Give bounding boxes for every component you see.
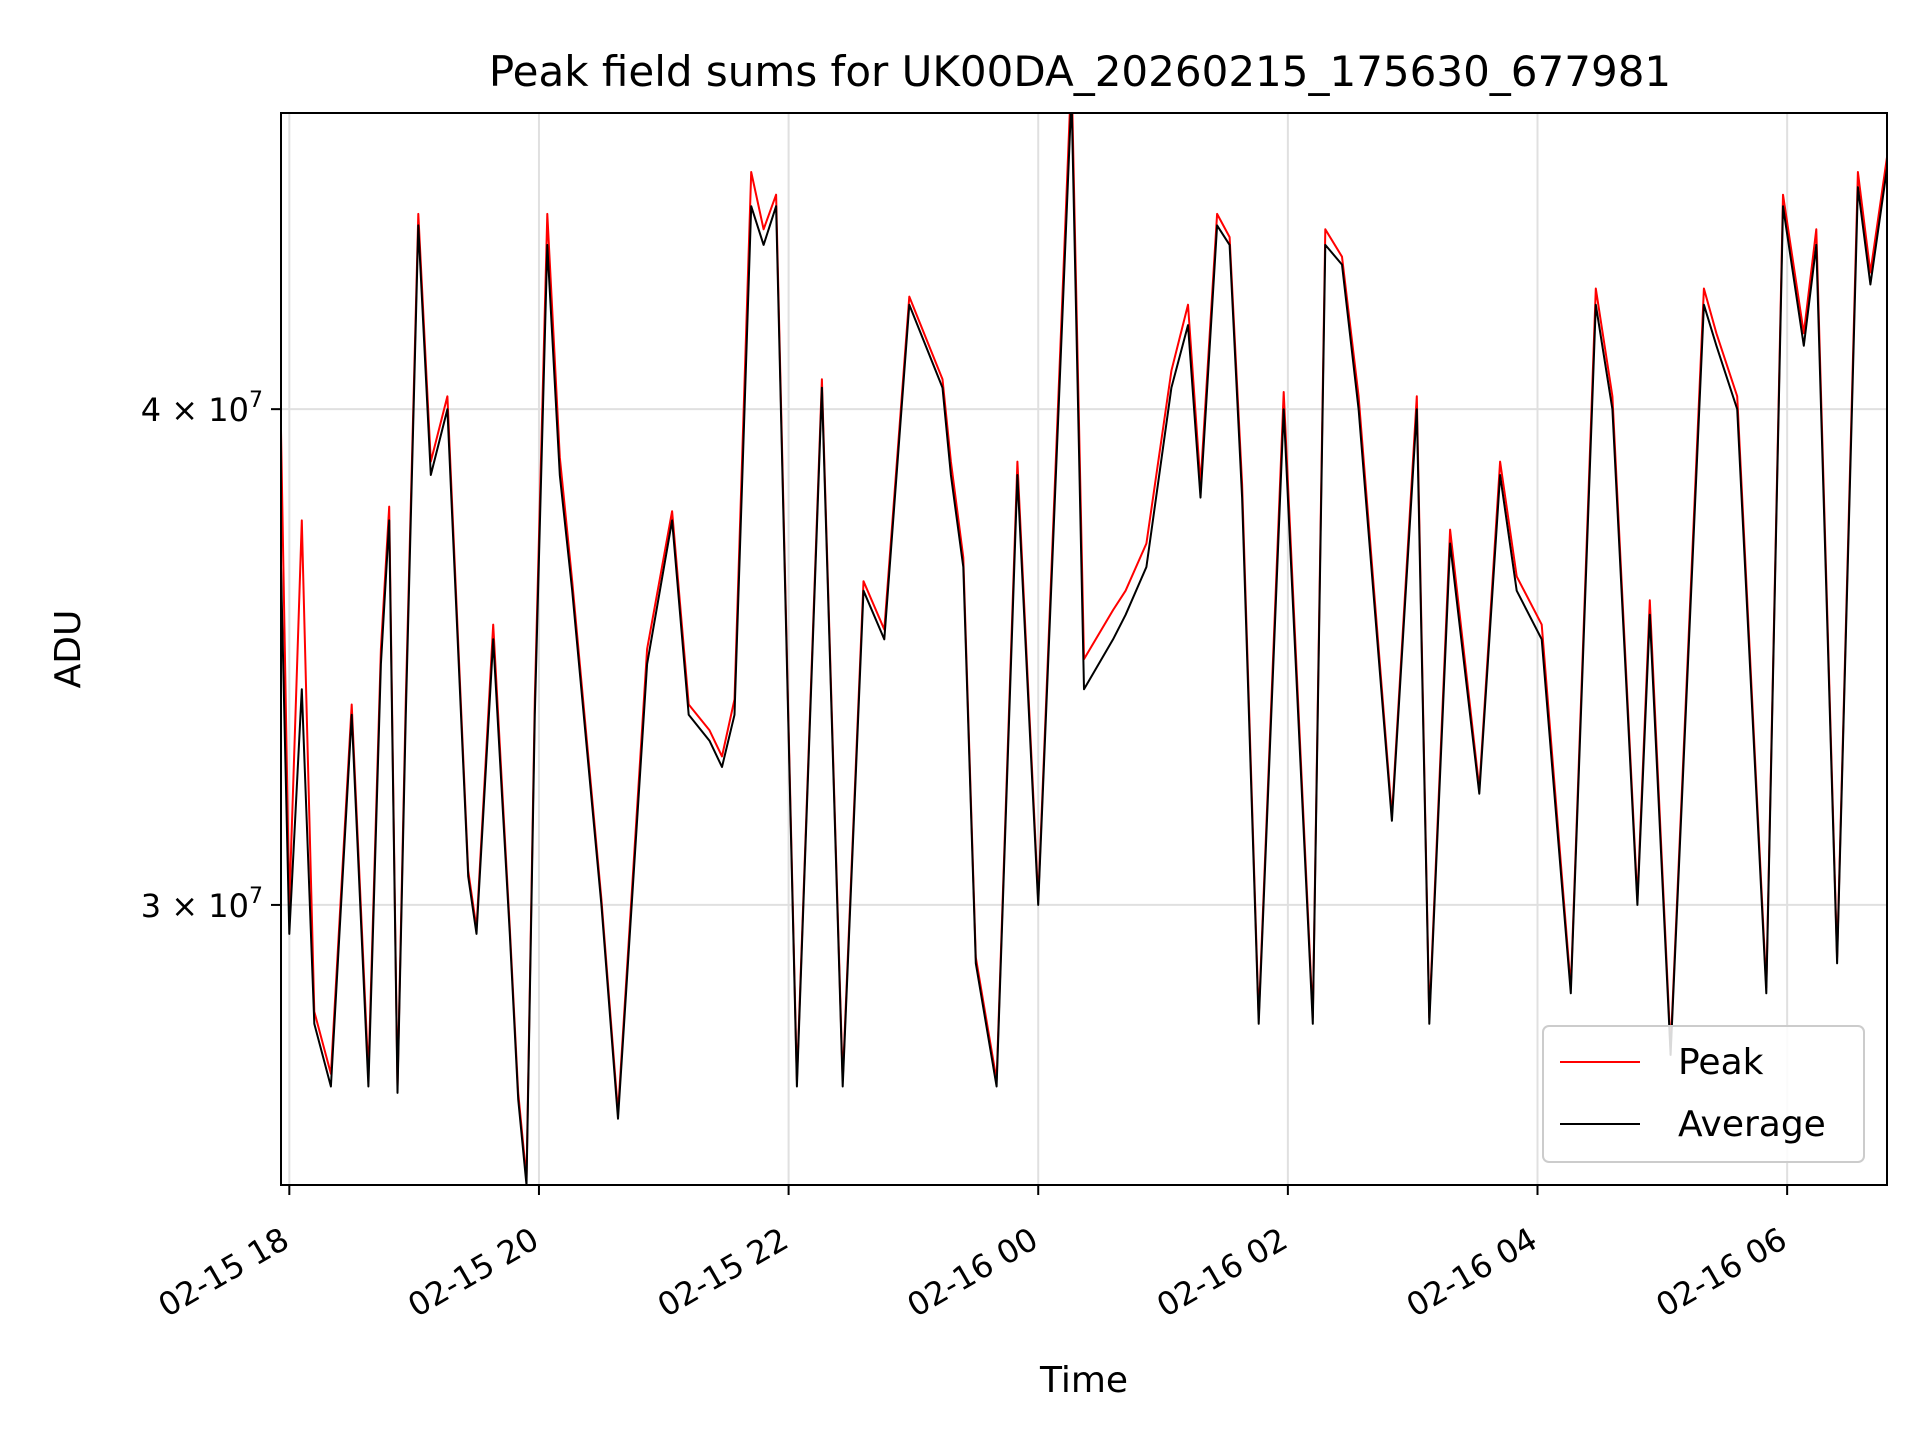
legend-box [1542,1025,1865,1163]
x-axis-label: Time [1039,1360,1128,1401]
y-tick-exponent: 7 [249,388,263,413]
legend-label-peak: Peak [1678,1042,1764,1083]
legend-label-average: Average [1678,1104,1826,1145]
y-tick-exponent: 7 [249,884,263,909]
y-tick-label: 3 × 107 [141,884,263,925]
y-tick-mantissa: 3 [141,887,161,925]
legend: Peak Average [1542,1025,1865,1163]
plot-lines [281,113,1887,1185]
grid [281,113,1887,1185]
chart-title: Peak field sums for UK00DA_20260215_1756… [489,47,1671,96]
y-tick-mantissa: 4 [141,391,161,429]
series-line-average [281,113,1887,1185]
plot-frame [280,112,1888,1186]
y-tick-label: 4 × 107 [141,388,263,429]
y-axis-ticks: 3 × 107 4 × 107 [141,388,281,925]
y-axis-label: ADU [48,610,89,689]
